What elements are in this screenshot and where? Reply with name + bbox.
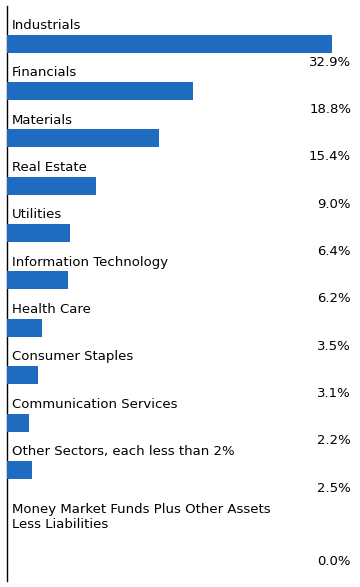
Bar: [7, 319, 42, 337]
Text: 18.8%: 18.8%: [309, 103, 351, 116]
Text: Utilities: Utilities: [12, 208, 62, 221]
Bar: [7, 224, 71, 242]
Text: 15.4%: 15.4%: [309, 150, 351, 163]
Text: Other Sectors, each less than 2%: Other Sectors, each less than 2%: [12, 445, 234, 458]
Bar: [7, 35, 332, 53]
Text: Financials: Financials: [12, 66, 77, 79]
Text: Information Technology: Information Technology: [12, 256, 168, 269]
Text: Industrials: Industrials: [12, 19, 81, 32]
Text: Materials: Materials: [12, 114, 72, 127]
Text: 0.0%: 0.0%: [318, 555, 351, 568]
Text: 9.0%: 9.0%: [318, 198, 351, 211]
Text: Money Market Funds Plus Other Assets
Less Liabilities: Money Market Funds Plus Other Assets Les…: [12, 504, 270, 531]
Text: Consumer Staples: Consumer Staples: [12, 350, 133, 363]
Text: Real Estate: Real Estate: [12, 161, 86, 174]
Text: 2.2%: 2.2%: [317, 434, 351, 447]
Text: Communication Services: Communication Services: [12, 397, 177, 411]
Bar: [7, 366, 38, 384]
Bar: [7, 461, 32, 479]
Text: 6.4%: 6.4%: [318, 245, 351, 258]
Text: 6.2%: 6.2%: [318, 292, 351, 305]
Text: Health Care: Health Care: [12, 303, 90, 316]
Bar: [7, 413, 29, 431]
Text: 2.5%: 2.5%: [317, 482, 351, 495]
Bar: [7, 271, 68, 289]
Bar: [7, 130, 159, 147]
Text: 32.9%: 32.9%: [309, 56, 351, 69]
Text: 3.5%: 3.5%: [317, 340, 351, 353]
Bar: [7, 177, 96, 195]
Bar: [7, 82, 193, 100]
Text: 3.1%: 3.1%: [317, 387, 351, 400]
